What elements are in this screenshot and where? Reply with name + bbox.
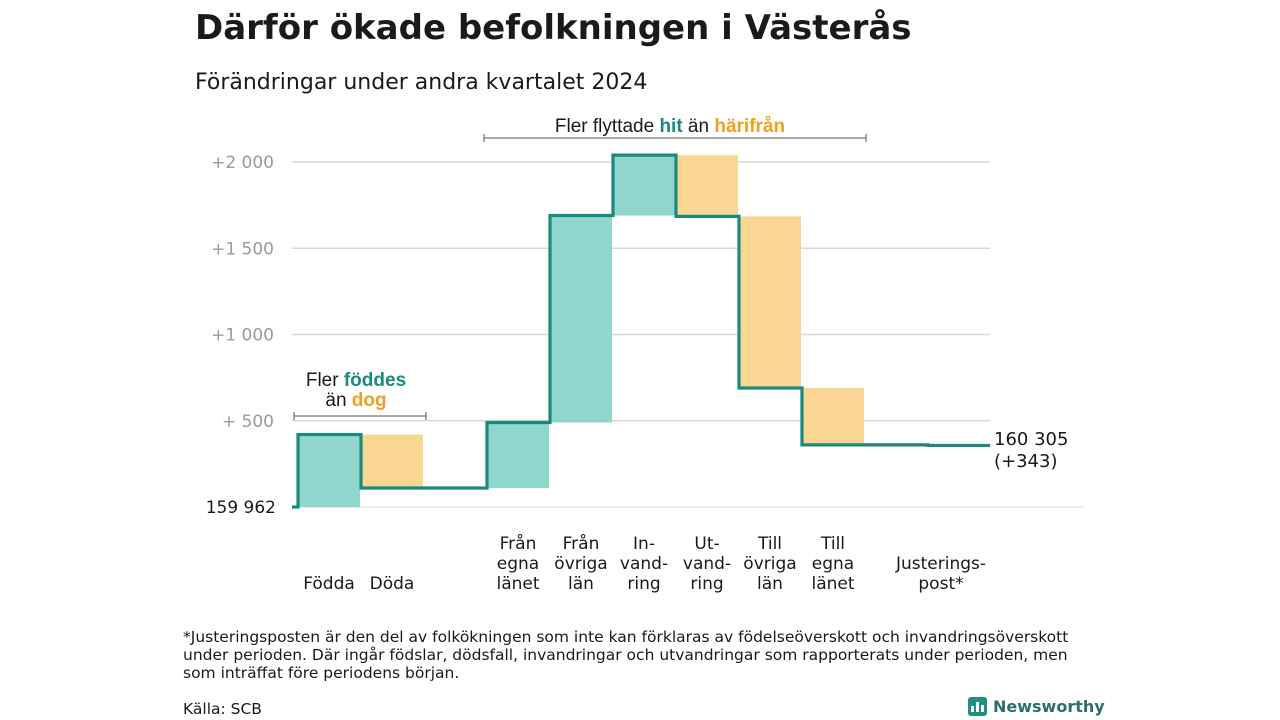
bar-3 (487, 422, 549, 489)
brand-name: Newsworthy (993, 697, 1105, 716)
annotation-word: dog (352, 390, 387, 411)
start-value-label: 159 962 (206, 498, 276, 518)
category-label: län (757, 574, 783, 594)
category-label: Till (757, 534, 782, 554)
category-label: egna (497, 554, 539, 574)
annotation-births: Fler föddes (306, 370, 406, 391)
cumulative-step-line (292, 153, 990, 509)
chart-title: Därför ökade befolkningen i Västerås (195, 8, 912, 48)
source-label: Källa: SCB (183, 700, 262, 718)
annotation-migration: Fler flyttade hit än härifrån (555, 116, 785, 137)
category-label: Från (500, 533, 537, 554)
bar-chart-icon (968, 697, 987, 716)
annotation-word: än (325, 390, 351, 411)
category-label: län (568, 574, 594, 594)
category-label: ring (627, 574, 660, 594)
y-tick-label: +2 000 (211, 153, 274, 173)
category-label: Ut- (694, 534, 719, 554)
annotation-births-2: än dog (325, 390, 386, 411)
waterfall-chart: + 500 +1 000 +1 500 +2 000 159 962 Födda Döda F… (206, 116, 1083, 594)
category-label: övriga (743, 554, 796, 574)
annotation-word: föddes (344, 370, 406, 391)
category-label: övriga (554, 554, 607, 574)
bar-5 (613, 155, 675, 216)
category-label: post* (918, 574, 963, 594)
category-label: Justerings- (895, 554, 986, 574)
annotation-word: än (683, 116, 715, 137)
category-label: egna (812, 554, 854, 574)
category-label: Döda (370, 574, 415, 594)
end-change-label: (+343) (994, 451, 1057, 472)
footnote: *Justeringsposten är den del av folkökni… (183, 628, 1069, 682)
category-label: länet (496, 574, 539, 594)
category-label: In- (633, 534, 655, 554)
category-label: länet (811, 574, 854, 594)
annotation-word: härifrån (714, 116, 785, 137)
category-label: vand- (620, 554, 668, 574)
annotation-word: Fler (306, 370, 344, 391)
chart-subtitle: Förändringar under andra kvartalet 2024 (195, 70, 648, 95)
brand-logo: Newsworthy (968, 697, 1105, 716)
y-tick-label: + 500 (222, 412, 274, 432)
category-label: Till (820, 534, 845, 554)
annotation-word: hit (659, 116, 683, 137)
bar-2 (361, 434, 423, 489)
bar-7 (739, 216, 801, 388)
y-tick-label: +1 500 (211, 239, 274, 259)
category-label: ring (690, 574, 723, 594)
end-value-label: 160 305 (994, 429, 1068, 450)
bar-1 (298, 434, 360, 507)
category-label: vand- (683, 554, 731, 574)
bar-4 (550, 215, 612, 423)
bar-8 (802, 387, 864, 445)
category-label: Födda (303, 574, 355, 594)
category-label: Från (563, 533, 600, 554)
bar-6 (676, 155, 738, 217)
y-tick-label: +1 000 (211, 326, 274, 346)
annotation-word: Fler flyttade (555, 116, 660, 137)
